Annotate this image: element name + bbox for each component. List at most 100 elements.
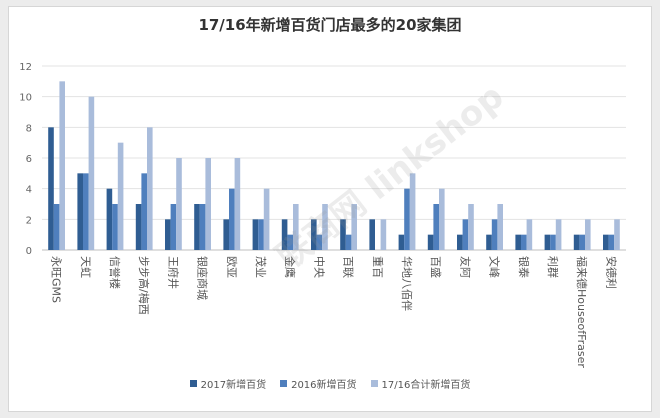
category-label: 步步高/梅西	[137, 256, 151, 315]
y-tick-label: 10	[19, 93, 32, 104]
legend-item: 2017新增百货	[189, 376, 267, 391]
chart-title: 17/16年新增百货门店最多的20家集团	[198, 16, 462, 34]
bar-2-10	[351, 204, 357, 250]
legend-label: 17/16合计新增百货	[381, 380, 471, 391]
bar-2-6	[234, 158, 241, 250]
bar-2-3	[147, 127, 153, 250]
bar-2-0	[59, 81, 65, 250]
category-label: 信誉楼	[108, 256, 122, 289]
bar-2-4	[176, 158, 182, 250]
y-tick-label: 12	[19, 62, 32, 73]
bar-0-3	[135, 204, 142, 250]
category-label: 欧亚	[225, 256, 238, 278]
bar-1-9	[316, 234, 323, 250]
category-label: 中央	[312, 256, 325, 278]
category-label: 王府井	[166, 256, 180, 289]
y-tick-label: 4	[26, 185, 32, 196]
bar-0-5	[194, 204, 200, 250]
bar-1-4	[170, 204, 177, 250]
bar-0-15	[486, 234, 492, 250]
bar-0-19	[603, 234, 609, 250]
bar-2-19	[614, 219, 620, 250]
grid-lines	[42, 65, 626, 251]
bar-1-3	[141, 173, 147, 250]
y-axis-ticks: 0 2 4 6 8 10 12	[19, 62, 32, 257]
legend-swatch	[370, 380, 378, 387]
bar-2-16	[526, 219, 533, 250]
bar-1-7	[258, 219, 264, 250]
bar-1-5	[199, 204, 206, 250]
category-label: 重百	[371, 256, 385, 278]
bar-0-11	[369, 219, 375, 250]
bar-1-18	[579, 234, 585, 250]
bar-0-4	[165, 219, 171, 250]
category-label: 天虹	[79, 256, 92, 278]
bar-2-5	[205, 158, 211, 250]
category-label: 福来德HouseofFraser	[575, 256, 589, 368]
bar-2-13	[439, 188, 445, 250]
legend-item: 2016新增百货	[280, 376, 357, 391]
bar-2-18	[585, 219, 591, 250]
category-label: 茂业	[254, 256, 268, 278]
bar-1-13	[433, 204, 439, 250]
bar-0-10	[340, 219, 346, 250]
bar-0-7	[252, 219, 259, 250]
bar-2-15	[497, 204, 503, 250]
category-label: 华地八佰伴	[400, 256, 414, 311]
bar-0-9	[311, 219, 317, 250]
bar-2-17	[555, 219, 562, 250]
category-label: 安德利	[604, 256, 618, 289]
bar-2-1	[88, 96, 95, 251]
bar-2-9	[322, 204, 328, 250]
bar-2-7	[263, 188, 270, 250]
bar-2-12	[409, 173, 416, 250]
category-label: 金鹰	[283, 256, 297, 278]
category-label: 百联	[342, 256, 355, 278]
bar-0-17	[544, 234, 551, 250]
bar-0-16	[515, 234, 521, 250]
category-label: 百盛	[429, 256, 443, 278]
bar-1-0	[53, 204, 60, 250]
bar-0-13	[427, 234, 434, 250]
bar-1-14	[462, 219, 469, 250]
category-label: 银泰	[517, 256, 531, 278]
bar-2-8	[293, 204, 299, 250]
legend-label: 2016新增百货	[291, 380, 357, 391]
bar-1-12	[404, 188, 410, 250]
category-label: 利群	[546, 256, 560, 278]
legend-label: 2017新增百货	[200, 380, 267, 391]
bar-0-14	[457, 234, 463, 250]
y-tick-label: 0	[26, 246, 32, 257]
bar-1-2	[112, 204, 118, 250]
bar-0-6	[223, 219, 229, 250]
bars	[48, 81, 620, 251]
bar-0-1	[77, 173, 83, 250]
y-tick-label: 6	[26, 154, 32, 165]
bar-0-0	[48, 127, 54, 250]
bar-1-6	[229, 188, 235, 250]
category-label: 永旺GMS	[50, 256, 64, 303]
legend: 2017新增百货 2016新增百货 17/16合计新增百货	[0, 376, 660, 391]
legend-item: 17/16合计新增百货	[370, 376, 471, 391]
category-label: 友阿	[458, 256, 472, 278]
bar-1-1	[83, 173, 89, 250]
bar-2-11	[380, 219, 387, 250]
category-label: 银座商城	[196, 256, 210, 300]
legend-swatch	[280, 380, 288, 387]
bar-1-16	[521, 234, 527, 250]
bar-0-8	[281, 219, 288, 250]
bar-2-2	[117, 142, 124, 250]
bar-1-17	[550, 234, 556, 250]
bar-0-2	[106, 188, 113, 250]
y-tick-label: 8	[26, 123, 32, 134]
bar-0-18	[573, 234, 580, 250]
bar-0-12	[398, 234, 405, 250]
bar-1-8	[287, 234, 293, 250]
legend-swatch	[189, 380, 197, 387]
bar-2-14	[468, 204, 474, 250]
category-label: 文峰	[488, 256, 502, 278]
bar-1-10	[345, 234, 352, 250]
bar-1-15	[491, 219, 498, 250]
y-tick-label: 2	[26, 215, 32, 226]
